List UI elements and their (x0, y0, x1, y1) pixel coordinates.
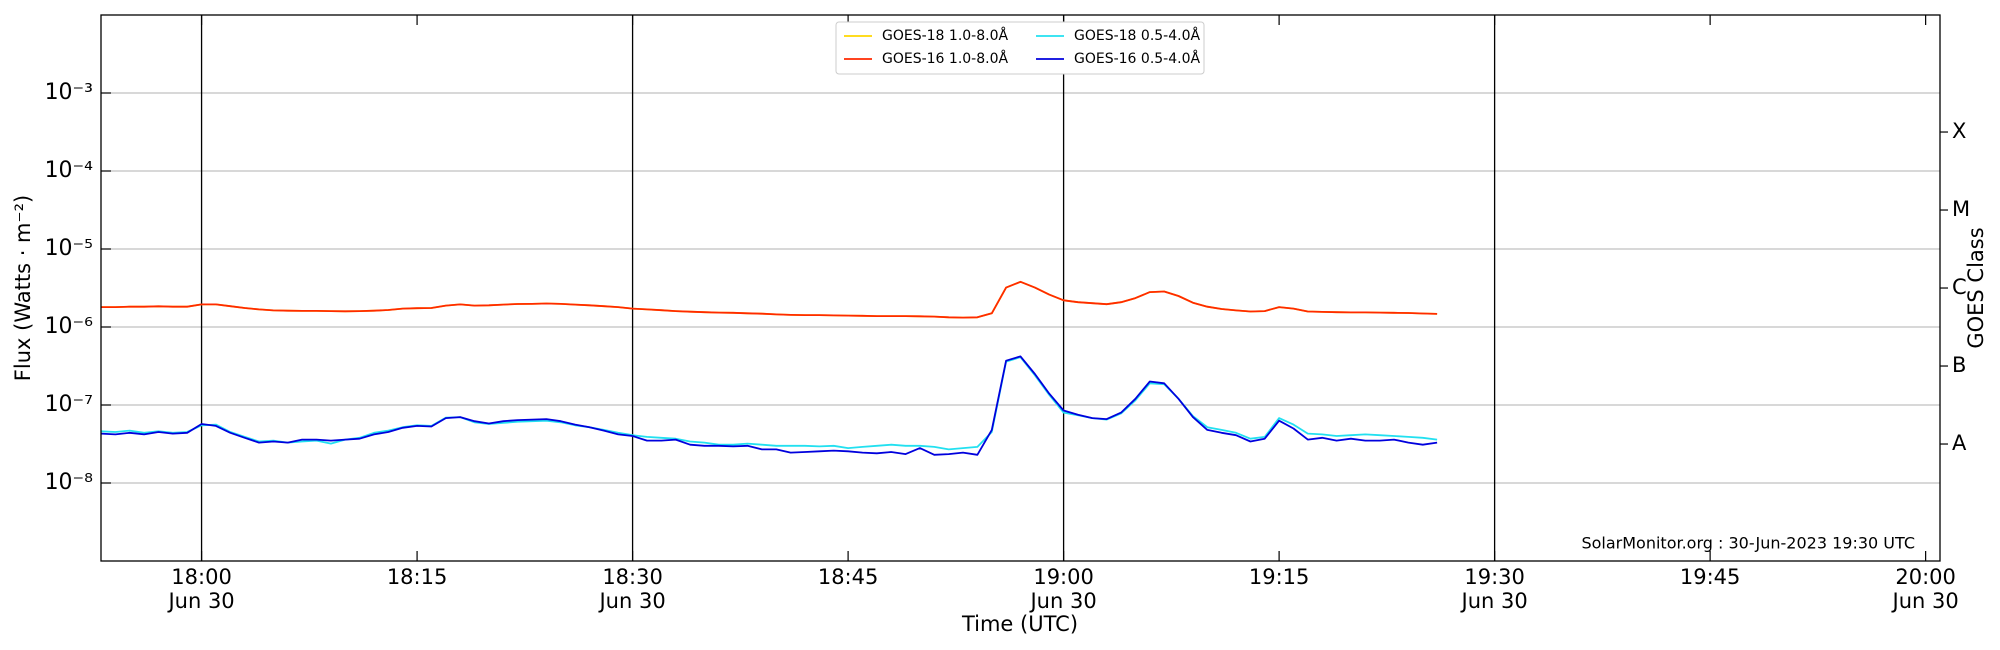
y2-tick-label: M (1952, 197, 1970, 221)
y-tick-label: 10⁻³ (45, 80, 93, 105)
x-tick-label: 18:30 Jun 30 (599, 565, 666, 613)
series-line (100, 356, 1438, 451)
y-axis-label: Flux (Watts · m⁻²) (11, 195, 35, 381)
legend-label: GOES-16 1.0-8.0Å (882, 50, 1008, 67)
y2-axis-label: GOES Class (1964, 227, 1988, 348)
x-tick-label: 18:15 (386, 565, 448, 589)
x-tick-label: 19:00 Jun 30 (1030, 565, 1097, 613)
y2-tick-label: X (1952, 119, 1966, 143)
x-tick-label: 19:45 (1679, 565, 1741, 589)
x-tick-label: 19:15 (1248, 565, 1310, 589)
legend-label: GOES-16 0.5-4.0Å (1074, 50, 1200, 67)
plot-frame (100, 14, 1941, 562)
x-axis-label: Time (UTC) (961, 612, 1078, 636)
x-tick-label: 19:30 Jun 30 (1461, 565, 1528, 613)
x-tick-label: 18:00 Jun 30 (168, 565, 235, 613)
legend: GOES-18 1.0-8.0Å GOES-16 1.0-8.0Å GOES-18 … (835, 21, 1205, 75)
series-line (101, 280, 1438, 319)
y-tick-label: 10⁻⁶ (45, 314, 94, 339)
footer: SolarMonitor.org : 30-Jun-2023 19:30 UTC (1581, 534, 1915, 553)
series-line (101, 280, 1438, 319)
y-tick-label: 10⁻⁸ (45, 470, 94, 495)
x-tick-label: 20:00 Jun 30 (1892, 565, 1959, 613)
y2-tick-label: B (1952, 353, 1966, 377)
legend-box (835, 21, 1205, 75)
legend-label: GOES-18 0.5-4.0Å (1074, 27, 1200, 44)
y2-tick-label: A (1952, 431, 1967, 455)
series-line (100, 355, 1438, 456)
y-tick-label: 10⁻⁵ (45, 236, 93, 261)
y-tick-label: 10⁻⁷ (45, 392, 93, 417)
legend-label: GOES-18 1.0-8.0Å (882, 27, 1008, 44)
y-tick-label: 10⁻⁴ (45, 158, 94, 183)
x-tick-label: 18:45 (817, 565, 879, 589)
y2-tick-label: C (1952, 275, 1967, 299)
